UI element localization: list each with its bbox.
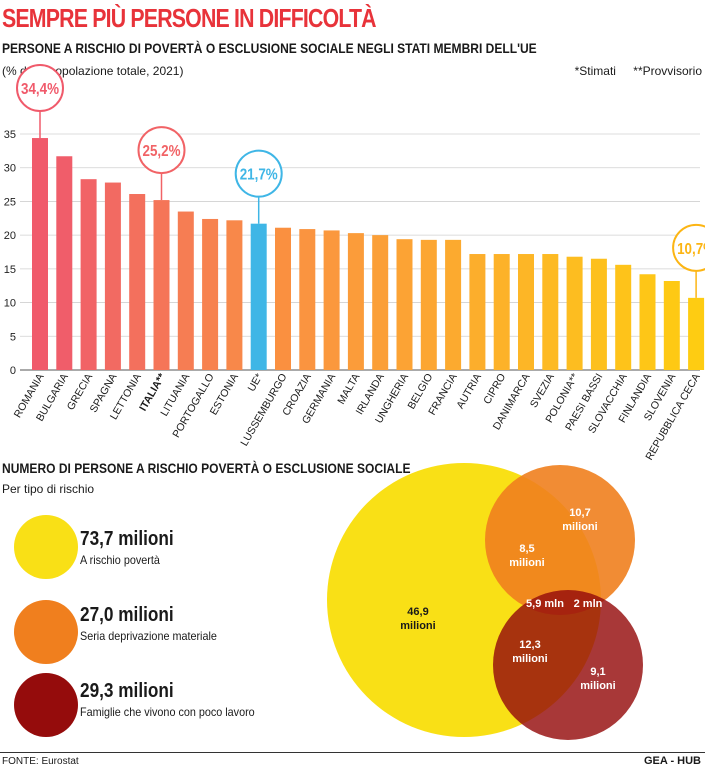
callout-label: 10,7% — [677, 241, 705, 258]
venn-poverty-work: 12,3 milioni — [512, 639, 547, 665]
bar — [542, 254, 559, 370]
bar — [493, 254, 510, 370]
bar — [32, 138, 48, 370]
bar — [299, 229, 316, 370]
footnotes: *Stimati **Provvisorio — [561, 64, 702, 78]
legend-poverty-value: 73,7 milioni — [80, 528, 174, 550]
y-tick-label: 0 — [10, 365, 16, 377]
callout-label: 34,4% — [21, 81, 59, 98]
venn-all-three: 5,9 mln — [526, 598, 564, 610]
venn-diagram: 46,9 milioni 8,5 milioni 10,7 milioni 5,9 m… — [327, 463, 643, 740]
bar — [80, 179, 97, 370]
y-axis-ticks: 0 5 10 15 20 25 30 35 — [4, 129, 16, 377]
bar — [590, 258, 607, 370]
bar — [663, 280, 680, 370]
bar — [177, 211, 194, 370]
legend-low-work-label: Famiglie che vivono con poco lavoro — [80, 705, 255, 719]
y-tick-label: 25 — [4, 196, 16, 208]
callout-label: 25,2% — [143, 143, 181, 160]
note-estimated: *Stimati — [574, 64, 616, 78]
venn-only-deprivation: 10,7 milioni — [562, 507, 597, 533]
callout-circle — [234, 149, 283, 198]
bar — [469, 254, 486, 370]
venn-deprivation-work: 2 mln — [574, 598, 603, 610]
callout-circle — [672, 223, 705, 272]
venn-circle-deprivation — [485, 465, 635, 615]
bar — [566, 256, 583, 370]
bar — [615, 264, 632, 370]
bar — [56, 156, 73, 370]
venn-circle-low-work — [493, 590, 643, 740]
bar — [518, 254, 534, 370]
bars — [32, 138, 705, 370]
bar — [226, 220, 243, 370]
bar — [202, 218, 219, 370]
bar — [347, 233, 364, 370]
chart-subtitle: PERSONE A RISCHIO DI POVERTÀ O ESCLUSION… — [2, 40, 537, 56]
bar — [153, 200, 170, 370]
bar — [104, 182, 121, 370]
headline: SEMPRE PIÙ PERSONE IN DIFFICOLTÀ — [2, 3, 377, 33]
legend-deprivation-value: 27,0 milioni — [80, 604, 174, 626]
risk-section-subtitle: Per tipo di rischio — [2, 482, 95, 496]
y-tick-label: 35 — [4, 129, 16, 141]
legend-poverty-label: A rischio povertà — [80, 553, 160, 567]
bar — [420, 239, 437, 370]
callout-label: 21,7% — [240, 167, 278, 184]
y-tick-label: 20 — [4, 230, 16, 242]
callout-circle — [137, 126, 186, 175]
bar — [688, 297, 705, 370]
bar — [129, 194, 146, 370]
bar — [372, 235, 389, 370]
venn-only-poverty: 46,9 milioni — [400, 606, 435, 632]
venn-poverty-deprivation: 8,5 milioni — [509, 543, 544, 569]
callouts: 34,4% 25,2% 21,7% 10,7% — [16, 64, 705, 298]
note-provisional: **Provvisorio — [633, 64, 702, 78]
y-tick-label: 15 — [4, 264, 16, 276]
legend-low-work-value: 29,3 milioni — [80, 680, 174, 702]
callout-circle — [16, 64, 64, 113]
legend-deprivation-circle — [14, 600, 78, 664]
bar — [639, 274, 656, 370]
bar — [275, 227, 291, 370]
y-tick-label: 30 — [4, 163, 16, 175]
credit-label: GEA - HUB — [643, 755, 701, 767]
bar — [250, 223, 267, 370]
bar — [396, 239, 413, 370]
x-axis-labels: ROMANIABULGARIAGRECIASPAGNALETTONIAITALI… — [12, 371, 703, 463]
legend-low-work-circle — [14, 673, 78, 737]
y-tick-label: 10 — [4, 298, 16, 310]
bar — [323, 230, 340, 370]
legend-poverty-circle — [14, 515, 78, 579]
x-tick-label: UE* — [246, 372, 266, 394]
source-label: FONTE: Eurostat — [2, 756, 79, 767]
y-tick-label: 5 — [10, 331, 16, 343]
risk-section-title: NUMERO DI PERSONE A RISCHIO POVERTÀ O ES… — [2, 460, 411, 476]
venn-only-work: 9,1 milioni — [580, 666, 615, 692]
legend-deprivation-label: Seria deprivazione materiale — [80, 629, 217, 643]
footer-divider — [0, 752, 705, 753]
bar — [445, 239, 462, 370]
